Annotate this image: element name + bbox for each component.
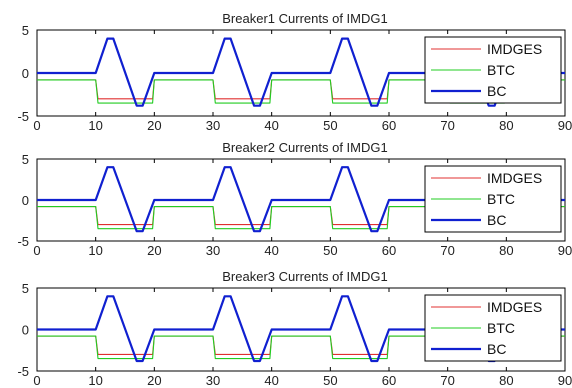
legend-label-btc: BTC: [487, 191, 515, 207]
x-tick-label: 90: [558, 118, 572, 133]
legend-label-bc: BC: [487, 83, 506, 99]
legend-label-bc: BC: [487, 341, 506, 357]
x-tick-label: 60: [382, 118, 396, 133]
legend-label-imdges: IMDGES: [487, 41, 542, 57]
legend: IMDGES BTC BC: [424, 36, 562, 104]
x-tick-label: 90: [558, 373, 572, 388]
chart-title: Breaker2 Currents of IMDG1: [222, 140, 387, 155]
x-tick-label: 90: [558, 243, 572, 258]
x-tick-label: 20: [147, 373, 161, 388]
legend-label-bc: BC: [487, 212, 506, 228]
x-tick-label: 10: [88, 243, 102, 258]
x-tick-label: 30: [206, 373, 220, 388]
legend-label-imdges: IMDGES: [487, 299, 542, 315]
y-tick-label: 0: [22, 66, 29, 81]
x-tick-label: 70: [440, 243, 454, 258]
x-tick-label: 80: [499, 243, 513, 258]
x-tick-label: 40: [264, 243, 278, 258]
chart-title: Breaker3 Currents of IMDG1: [222, 269, 387, 284]
x-tick-label: 40: [264, 118, 278, 133]
x-tick-label: 40: [264, 373, 278, 388]
x-tick-label: 50: [323, 118, 337, 133]
legend-label-imdges: IMDGES: [487, 170, 542, 186]
y-tick-label: 5: [22, 152, 29, 167]
x-tick-label: 70: [440, 118, 454, 133]
x-tick-label: 30: [206, 118, 220, 133]
x-tick-label: 50: [323, 373, 337, 388]
x-tick-label: 10: [88, 118, 102, 133]
legend-label-btc: BTC: [487, 62, 515, 78]
x-tick-label: 70: [440, 373, 454, 388]
y-tick-label: 0: [22, 193, 29, 208]
x-tick-label: 0: [33, 243, 40, 258]
legend-label-btc: BTC: [487, 320, 515, 336]
y-tick-label: -5: [17, 364, 29, 379]
legend: IMDGES BTC BC: [424, 294, 562, 362]
x-tick-label: 50: [323, 243, 337, 258]
y-tick-label: -5: [17, 234, 29, 249]
x-tick-label: 30: [206, 243, 220, 258]
x-tick-label: 0: [33, 373, 40, 388]
x-tick-label: 20: [147, 118, 161, 133]
x-tick-label: 80: [499, 373, 513, 388]
x-tick-label: 0: [33, 118, 40, 133]
x-tick-label: 80: [499, 118, 513, 133]
y-tick-label: 5: [22, 281, 29, 296]
y-tick-label: 0: [22, 323, 29, 338]
y-tick-label: -5: [17, 109, 29, 124]
x-tick-label: 60: [382, 373, 396, 388]
chart-title: Breaker1 Currents of IMDG1: [222, 11, 387, 26]
y-tick-label: 5: [22, 23, 29, 38]
legend: IMDGES BTC BC: [424, 165, 562, 233]
x-tick-label: 60: [382, 243, 396, 258]
x-tick-label: 10: [88, 373, 102, 388]
x-tick-label: 20: [147, 243, 161, 258]
